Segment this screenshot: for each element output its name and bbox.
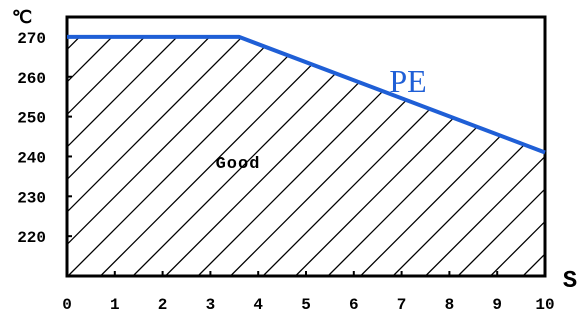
hatch-line (197, 36, 458, 276)
x-tick-label: 4 (253, 296, 263, 314)
x-tick-label: 7 (397, 296, 407, 314)
y-axis-unit-label: ℃ (12, 9, 32, 29)
x-tick-label: 2 (158, 296, 168, 314)
x-tick-label: 10 (535, 296, 554, 314)
series-line-pe (67, 34, 546, 155)
hatch-line (67, 36, 100, 276)
series-layer (67, 34, 546, 155)
hatch-line (262, 36, 523, 276)
y-tick-label: 220 (17, 229, 46, 247)
hatch-line (67, 36, 133, 276)
hatch-line (457, 36, 545, 276)
series-label-pe: PE (389, 63, 426, 99)
good-region-label: Good (216, 155, 261, 174)
hatch-line (67, 36, 263, 276)
hatch-line (490, 36, 545, 276)
x-tick-label: 1 (110, 296, 120, 314)
x-tick-label: 0 (62, 296, 72, 314)
hatch-line (67, 36, 165, 276)
x-tick-label: 8 (445, 296, 455, 314)
hatch-line (67, 36, 328, 276)
y-tick-label: 260 (17, 70, 46, 88)
y-tick-label: 250 (17, 110, 46, 128)
hatch-line (295, 36, 545, 276)
ticks: 0 1 2 3 4 5 6 7 8 9 10 220 230 240 250 260 270 (17, 30, 554, 314)
hatch-line (425, 36, 545, 276)
hatch-line (67, 36, 295, 276)
y-tick-label: 240 (17, 149, 46, 167)
y-tick-label: 270 (17, 30, 46, 48)
hatch-line (327, 36, 545, 276)
hatch-line (392, 36, 545, 276)
hatch-line (132, 36, 393, 276)
x-tick-label: 6 (349, 296, 359, 314)
x-tick-label: 9 (492, 296, 502, 314)
hatch-line (230, 36, 490, 276)
hatch-line (165, 36, 425, 276)
x-tick-label: 3 (206, 296, 216, 314)
y-tick-label: 230 (17, 189, 46, 207)
x-tick-label: 5 (301, 296, 311, 314)
x-axis-unit-label: S (563, 268, 577, 295)
hatch-line (360, 36, 545, 276)
hatch-line (67, 36, 230, 276)
hatch-line (100, 36, 360, 276)
